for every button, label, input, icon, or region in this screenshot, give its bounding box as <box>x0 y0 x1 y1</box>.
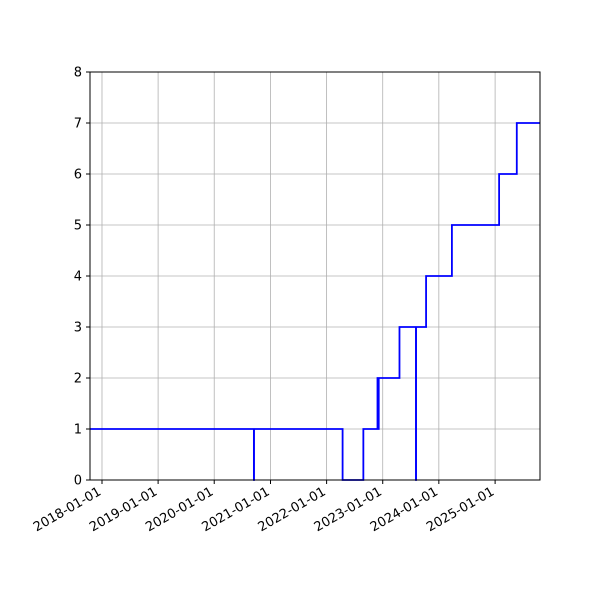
series <box>90 122 540 481</box>
y-axis: 0 1 2 3 4 5 6 7 8 <box>74 66 90 489</box>
y-tick-label: 0 <box>74 474 82 489</box>
y-tick-label: 6 <box>74 168 82 183</box>
y-tick-label: 7 <box>74 117 82 132</box>
y-tick-label: 4 <box>74 270 82 285</box>
y-tick-label: 3 <box>74 321 82 336</box>
x-axis: 2018-01-012019-01-012020-01-012021-01-01… <box>31 480 497 535</box>
y-tick-label: 2 <box>74 372 82 387</box>
y-tick-label: 8 <box>74 66 82 81</box>
y-tick-label: 1 <box>74 423 82 438</box>
series-line <box>90 122 540 481</box>
y-tick-label: 5 <box>74 219 82 234</box>
grid <box>90 71 540 481</box>
